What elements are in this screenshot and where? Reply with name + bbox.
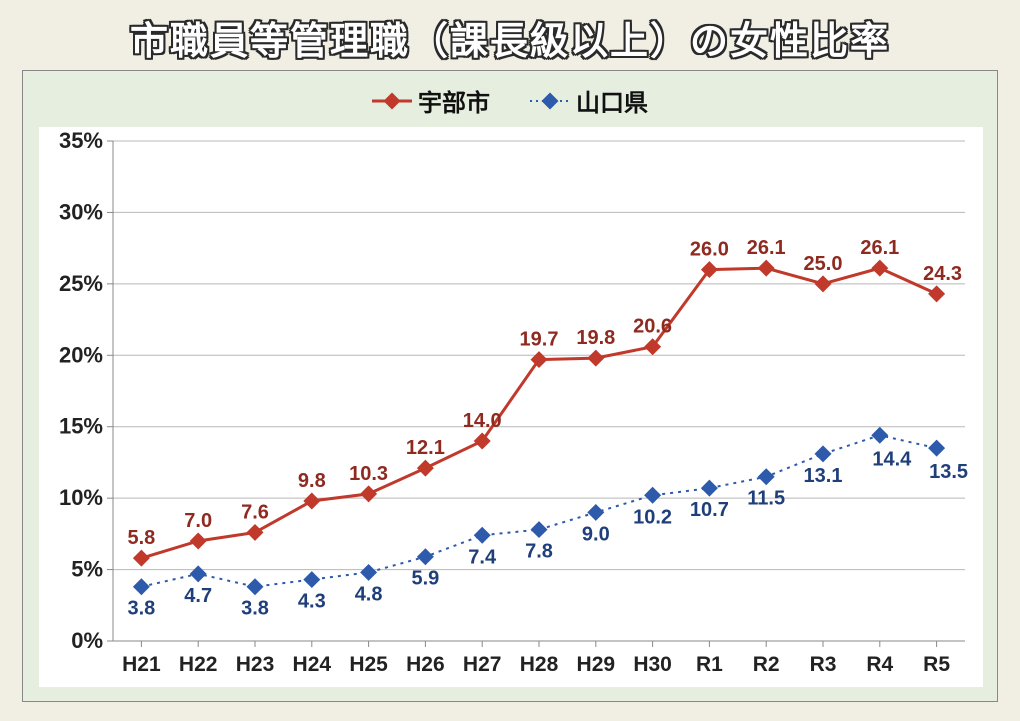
x-tick-label: R3	[810, 653, 837, 676]
data-label: 14.4	[872, 448, 912, 470]
data-marker	[587, 350, 604, 367]
data-marker	[928, 440, 945, 457]
data-marker	[928, 285, 945, 302]
data-label: 4.8	[355, 583, 383, 605]
x-tick-label: H21	[122, 653, 161, 676]
legend-item: 山口県	[530, 83, 648, 118]
y-tick-label: 10%	[59, 485, 103, 510]
data-label: 5.9	[411, 568, 439, 590]
data-label: 7.6	[241, 501, 269, 523]
data-label: 11.5	[747, 488, 785, 510]
data-marker	[360, 485, 377, 502]
data-marker	[417, 460, 434, 477]
data-label: 25.0	[804, 253, 843, 275]
chart-title: 市職員等管理職（課長級以上）の女性比率	[0, 0, 1020, 65]
data-marker	[360, 564, 377, 581]
data-marker	[474, 527, 491, 544]
legend-item: 宇部市	[372, 83, 490, 118]
x-tick-label: R2	[753, 653, 780, 676]
data-marker	[303, 493, 320, 510]
data-label: 10.7	[690, 499, 729, 521]
data-label: 7.8	[525, 541, 553, 563]
data-marker	[871, 260, 888, 277]
x-tick-label: H28	[520, 653, 559, 676]
x-tick-label: H29	[577, 653, 616, 676]
data-label: 7.0	[184, 510, 212, 532]
legend-label: 山口県	[576, 83, 648, 118]
x-tick-label: H25	[349, 653, 388, 676]
legend-marker-icon	[372, 91, 412, 111]
data-label: 26.1	[747, 237, 786, 259]
y-tick-label: 0%	[71, 628, 103, 653]
data-marker	[701, 480, 718, 497]
y-tick-label: 15%	[59, 414, 103, 439]
data-label: 26.0	[690, 239, 729, 261]
y-tick-label: 25%	[59, 271, 103, 296]
data-label: 13.5	[929, 461, 968, 483]
data-label: 19.7	[520, 329, 559, 351]
data-label: 24.3	[923, 263, 962, 285]
data-label: 20.6	[633, 316, 672, 338]
x-tick-label: R1	[696, 653, 723, 676]
data-marker	[871, 427, 888, 444]
x-tick-label: H24	[293, 653, 332, 676]
chart-container: 宇部市 山口県 0% 5% 10% 15% 20% 25% 30% 35% H21 H22 H23 H2…	[22, 70, 998, 702]
data-label: 10.2	[633, 506, 672, 528]
data-label: 3.8	[241, 598, 269, 620]
data-marker	[644, 487, 661, 504]
data-marker	[190, 565, 207, 582]
data-label: 3.8	[127, 598, 155, 620]
data-marker	[758, 468, 775, 485]
data-label: 26.1	[860, 237, 899, 259]
x-tick-label: H22	[179, 653, 218, 676]
data-label: 5.8	[127, 527, 155, 549]
data-label: 14.0	[463, 410, 502, 432]
y-tick-label: 5%	[71, 557, 103, 582]
chart-legend: 宇部市 山口県	[23, 83, 997, 118]
x-tick-label: H23	[236, 653, 275, 676]
x-tick-label: H26	[406, 653, 445, 676]
data-marker	[815, 445, 832, 462]
plot-area: 0% 5% 10% 15% 20% 25% 30% 35% H21 H22 H23 H24 H25 H26…	[39, 127, 983, 687]
x-tick-label: R5	[923, 653, 950, 676]
data-label: 13.1	[804, 465, 843, 487]
data-label: 19.8	[576, 327, 615, 349]
y-tick-label: 30%	[59, 199, 103, 224]
data-marker	[531, 521, 548, 538]
x-tick-label: R4	[866, 653, 893, 676]
data-label: 12.1	[406, 437, 445, 459]
data-marker	[587, 504, 604, 521]
data-marker	[133, 550, 150, 567]
y-tick-label: 35%	[59, 128, 103, 153]
data-marker	[417, 548, 434, 565]
x-tick-label: H30	[633, 653, 672, 676]
data-label: 4.7	[184, 585, 212, 607]
x-tick-label: H27	[463, 653, 502, 676]
legend-label: 宇部市	[418, 83, 490, 118]
data-marker	[133, 578, 150, 595]
data-label: 9.0	[582, 523, 610, 545]
data-marker	[247, 524, 264, 541]
data-label: 10.3	[349, 463, 388, 485]
data-marker	[190, 533, 207, 550]
data-label: 9.8	[298, 470, 326, 492]
data-marker	[303, 571, 320, 588]
data-label: 7.4	[468, 546, 497, 568]
data-marker	[815, 275, 832, 292]
data-marker	[758, 260, 775, 277]
data-marker	[247, 578, 264, 595]
data-label: 4.3	[298, 591, 326, 613]
y-tick-label: 20%	[59, 342, 103, 367]
chart-svg: 0% 5% 10% 15% 20% 25% 30% 35% H21 H22 H23 H24 H25 H26…	[39, 127, 983, 687]
legend-marker-icon	[530, 91, 570, 111]
